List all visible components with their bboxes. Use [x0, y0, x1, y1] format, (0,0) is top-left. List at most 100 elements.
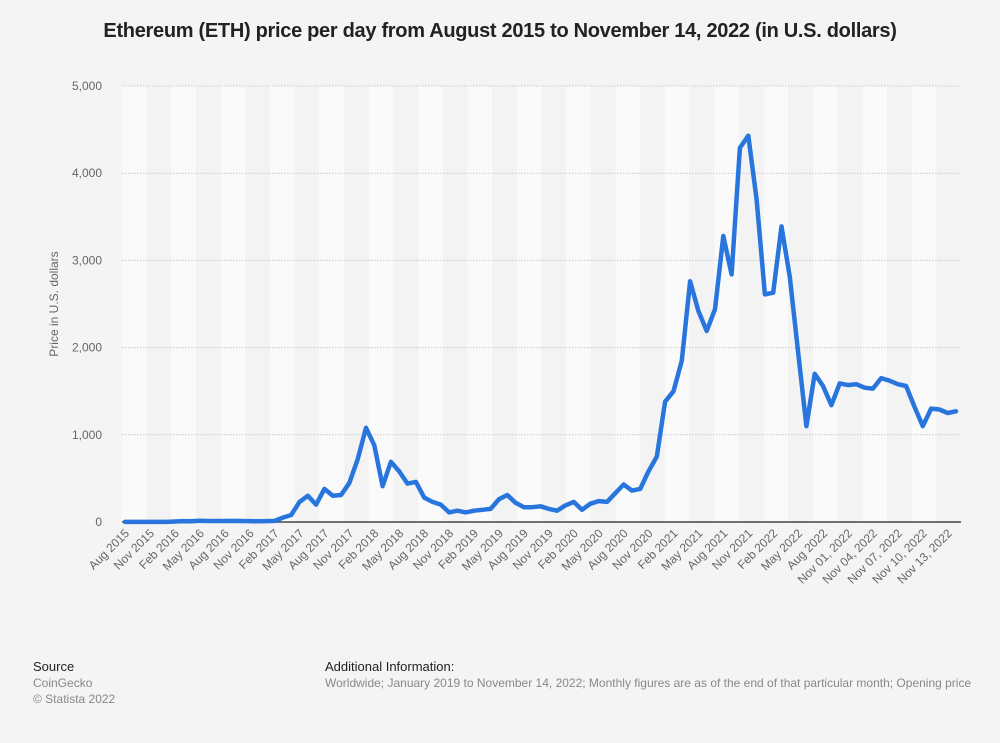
- data-point[interactable]: Sep 2017: 300: [330, 493, 336, 499]
- data-point[interactable]: Sep 2022: 1340: [828, 402, 834, 408]
- data-point[interactable]: Jun 2018: 440: [405, 481, 411, 487]
- data-point[interactable]: Mar 2022: 3390: [778, 223, 784, 229]
- data-point[interactable]: Nov 2020: 580: [646, 468, 652, 474]
- data-point[interactable]: Jun 2022: 1100: [803, 423, 809, 429]
- data-point[interactable]: Nov 2021: 4430: [745, 133, 751, 139]
- data-point[interactable]: Oct 2015: 1: [139, 519, 145, 525]
- data-point[interactable]: Nov 2017: 450: [346, 480, 352, 486]
- data-point[interactable]: May 2019: 260: [496, 496, 502, 502]
- data-point[interactable]: Aug 2015: 1: [122, 519, 128, 525]
- data-point[interactable]: May 2021: 2420: [695, 308, 701, 314]
- data-point[interactable]: Apr 2017: 80: [288, 512, 294, 518]
- data-point[interactable]: Nov 01, 2022: 1570: [845, 382, 851, 388]
- data-point[interactable]: Apr 2021: 2760: [687, 278, 693, 284]
- data-point[interactable]: Mar 2019: 140: [479, 507, 485, 513]
- data-point[interactable]: Nov 2015: 1: [147, 519, 153, 525]
- data-point[interactable]: Nov 2019: 150: [546, 506, 552, 512]
- data-point[interactable]: May 2017: 230: [297, 499, 303, 505]
- data-point[interactable]: Sep 2020: 360: [629, 488, 635, 494]
- data-point[interactable]: Jan 2020: 190: [562, 502, 568, 508]
- data-point[interactable]: Nov 03, 2022: 1540: [862, 385, 868, 391]
- data-point[interactable]: Oct 2016: 11: [238, 518, 244, 524]
- data-point[interactable]: Dec 2015: 1: [155, 519, 161, 525]
- data-point[interactable]: Jul 2019: 220: [513, 500, 519, 506]
- data-point[interactable]: Oct 2020: 380: [637, 486, 643, 492]
- data-point[interactable]: Dec 2020: 750: [654, 454, 660, 460]
- data-point[interactable]: Apr 2018: 690: [388, 459, 394, 465]
- data-point[interactable]: Feb 2017: 13: [272, 518, 278, 524]
- data-point[interactable]: Dec 2019: 130: [554, 508, 560, 514]
- data-point[interactable]: Feb 2021: 1500: [670, 388, 676, 394]
- data-point[interactable]: Sep 2018: 230: [429, 499, 435, 505]
- data-point[interactable]: Mar 2018: 410: [380, 483, 386, 489]
- data-point[interactable]: Nov 04, 2022: 1530: [870, 386, 876, 392]
- data-point[interactable]: Jun 2020: 230: [604, 499, 610, 505]
- data-point[interactable]: Jul 2018: 460: [413, 479, 419, 485]
- data-point[interactable]: Nov 12, 2022: 1290: [936, 407, 942, 413]
- data-point[interactable]: Feb 2022: 2630: [770, 290, 776, 296]
- data-point[interactable]: Jul 2017: 200: [313, 502, 319, 508]
- data-point[interactable]: Aug 2020: 430: [621, 482, 627, 488]
- data-point[interactable]: Feb 2020: 230: [571, 499, 577, 505]
- data-point[interactable]: Jun 2016: 12: [205, 518, 211, 524]
- data-point[interactable]: Aug 2019: 170: [521, 504, 527, 510]
- data-point[interactable]: Mar 2021: 1850: [679, 358, 685, 364]
- data-point[interactable]: Aug 2017: 380: [321, 486, 327, 492]
- data-point[interactable]: Nov 2016: 10: [247, 518, 253, 524]
- data-point[interactable]: Dec 2017: 720: [355, 456, 361, 462]
- data-point[interactable]: Jan 2016: 1: [164, 519, 170, 525]
- data-point[interactable]: Feb 2019: 130: [471, 508, 477, 514]
- data-point[interactable]: Jun 2021: 2190: [704, 328, 710, 334]
- data-point[interactable]: Aug 2018: 280: [421, 495, 427, 501]
- data-point[interactable]: Jan 2022: 2610: [762, 291, 768, 297]
- data-point[interactable]: Aug 2021: 3280: [720, 233, 726, 239]
- data-point[interactable]: Apr 2016: 9: [188, 518, 194, 524]
- data-point[interactable]: May 2020: 240: [596, 498, 602, 504]
- data-point[interactable]: Sep 2016: 13: [230, 518, 236, 524]
- data-point[interactable]: Dec 2016: 8: [255, 518, 261, 524]
- data-point[interactable]: Jul 2021: 2440: [712, 306, 718, 312]
- data-point[interactable]: May 2016: 14: [197, 518, 203, 524]
- data-point[interactable]: Dec 2021: 3700: [754, 196, 760, 202]
- data-point[interactable]: Nov 10, 2022: 1100: [920, 423, 926, 429]
- source-name[interactable]: CoinGecko: [33, 676, 93, 690]
- data-point[interactable]: Aug 2016: 11: [222, 518, 228, 524]
- data-point[interactable]: Nov 07, 2022: 1580: [895, 381, 901, 387]
- data-point[interactable]: Jul 2016: 12: [213, 518, 219, 524]
- data-point[interactable]: Apr 2019: 150: [488, 506, 494, 512]
- data-point[interactable]: Sep 2015: 1: [130, 519, 136, 525]
- data-point[interactable]: Nov 2018: 110: [446, 509, 452, 515]
- data-point[interactable]: Oct 2022: 1590: [837, 380, 843, 386]
- data-point[interactable]: Oct 2021: 4290: [737, 145, 743, 151]
- data-point[interactable]: Sep 2019: 170: [529, 504, 535, 510]
- data-point[interactable]: Feb 2016: 6: [172, 518, 178, 524]
- data-point[interactable]: Nov 11, 2022: 1300: [928, 406, 934, 412]
- data-point[interactable]: Jul 2022: 1700: [812, 371, 818, 377]
- data-point[interactable]: Aug 2022: 1560: [820, 383, 826, 389]
- data-point[interactable]: May 2018: 580: [396, 468, 402, 474]
- data-point[interactable]: May 2022: 1950: [795, 349, 801, 355]
- data-point[interactable]: Nov 08, 2022: 1560: [903, 383, 909, 389]
- data-point[interactable]: Jul 2020: 330: [612, 490, 618, 496]
- data-point[interactable]: Jan 2021: 1380: [662, 399, 668, 405]
- data-point[interactable]: Apr 2020: 210: [587, 501, 593, 507]
- data-point[interactable]: Nov 06, 2022: 1620: [887, 378, 893, 384]
- data-point[interactable]: Oct 2018: 200: [438, 502, 444, 508]
- data-point[interactable]: Jun 2019: 310: [504, 492, 510, 498]
- data-point[interactable]: Mar 2017: 50: [280, 515, 286, 521]
- data-point[interactable]: Oct 2017: 310: [338, 492, 344, 498]
- data-point[interactable]: Feb 2018: 880: [371, 442, 377, 448]
- data-point[interactable]: Jan 2019: 110: [463, 509, 469, 515]
- data-point[interactable]: Nov 09, 2022: 1320: [911, 404, 917, 410]
- data-point[interactable]: Mar 2016: 10: [180, 518, 186, 524]
- data-point[interactable]: Jan 2017: 10: [263, 518, 269, 524]
- data-point[interactable]: Oct 2019: 180: [538, 503, 544, 509]
- data-point[interactable]: Dec 2018: 130: [454, 508, 460, 514]
- data-point[interactable]: Jan 2018: 1080: [363, 425, 369, 431]
- data-point[interactable]: Nov 05, 2022: 1650: [878, 375, 884, 381]
- data-point[interactable]: Mar 2020: 140: [579, 507, 585, 513]
- data-point[interactable]: Sep 2021: 2840: [729, 271, 735, 277]
- data-point[interactable]: Nov 13, 2022: 1250: [945, 410, 951, 416]
- data-point[interactable]: Jun 2017: 300: [305, 493, 311, 499]
- data-point[interactable]: Apr 2022: 2810: [787, 274, 793, 280]
